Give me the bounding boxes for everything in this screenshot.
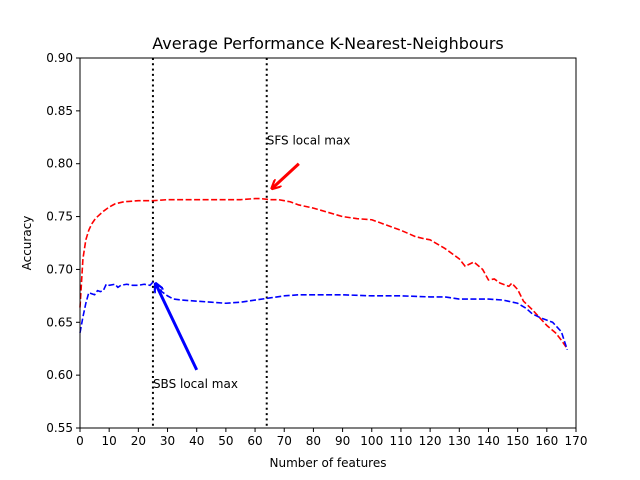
y-tick-label: 0.70 [46,262,73,276]
y-tick-label: 0.60 [46,368,73,382]
y-axis: 0.55 0.60 0.65 0.70 0.75 0.80 0.85 0.90 [46,51,80,435]
x-tick-label: 0 [76,434,84,448]
plot-frame [79,57,577,429]
x-tick-label: 130 [448,434,471,448]
x-tick-label: 160 [535,434,558,448]
annotation-label: SFS local max [267,134,351,148]
x-tick-label: 110 [389,434,412,448]
y-tick-label: 0.75 [46,210,73,224]
annotation-label: SBS local max [153,377,238,391]
x-tick-label: 70 [277,434,292,448]
annotations-layer: SFS local max SBS local max [153,134,350,391]
x-tick-label: 30 [160,434,175,448]
x-tick-label: 10 [102,434,117,448]
x-tick-label: 20 [131,434,146,448]
y-tick-label: 0.65 [46,315,73,329]
x-tick-label: 90 [335,434,350,448]
x-tick-label: 150 [506,434,529,448]
series-layer [79,197,569,351]
y-tick-label: 0.55 [46,421,73,435]
x-tick-label: 40 [189,434,204,448]
x-axis-title: Number of features [270,456,387,470]
y-tick-label: 0.90 [46,51,73,65]
annotation-arrow [273,162,300,188]
annotation-arrow [156,284,199,371]
y-tick-label: 0.85 [46,104,73,118]
chart-title: Average Performance K-Nearest-Neighbours [152,34,503,53]
reference-lines [151,58,268,428]
x-tick-label: 100 [360,434,383,448]
x-tick-label: 120 [419,434,442,448]
y-tick-label: 0.80 [46,157,73,171]
plot-area [80,58,576,428]
x-tick-label: 80 [306,434,321,448]
series-line-2 [79,281,569,351]
x-tick-label: 140 [477,434,500,448]
y-axis-title: Accuracy [20,216,34,271]
series-line-1 [79,197,568,350]
x-tick-label: 60 [247,434,262,448]
x-axis: 0 10 20 30 40 50 60 70 80 90 100 110 120 130 140 150 160… [76,428,587,448]
x-tick-label: 170 [565,434,588,448]
x-tick-label: 50 [218,434,233,448]
